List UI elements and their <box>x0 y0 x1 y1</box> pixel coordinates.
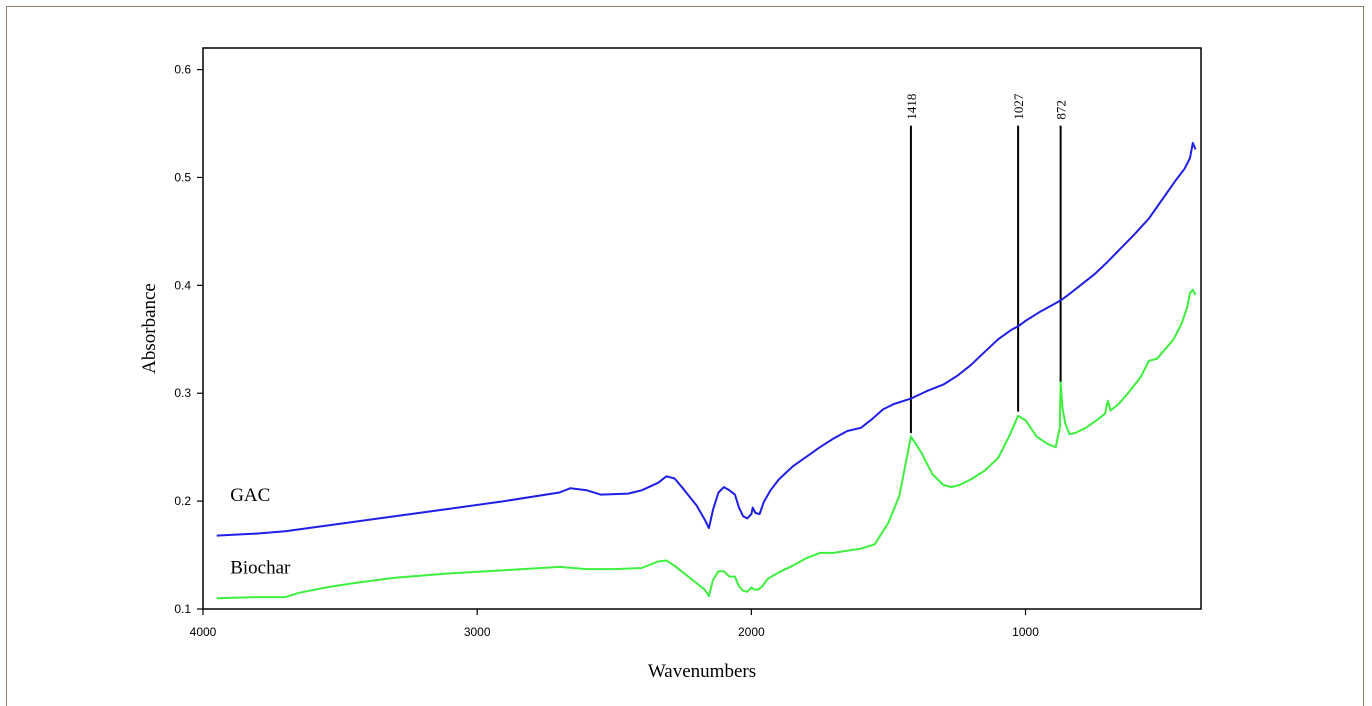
x-tick-label: 4000 <box>190 625 217 639</box>
figure-frame <box>6 6 1364 706</box>
series-label-biochar: Biochar <box>230 557 291 578</box>
peak-label-1027: 1027 <box>1011 93 1026 120</box>
y-axis: 0.1 0.2 0.3 0.4 0.5 0.6 <box>174 63 203 616</box>
y-axis-title: Absorbance <box>139 283 160 374</box>
y-tick-label: 0.2 <box>174 494 191 508</box>
x-axis-title: Wavenumbers <box>648 661 756 682</box>
series-labels: GAC Biochar <box>230 485 291 578</box>
x-axis: 4000 3000 2000 1000 <box>190 609 1039 639</box>
x-tick-label: 1000 <box>1012 625 1039 639</box>
y-tick-label: 0.4 <box>174 278 191 292</box>
x-tick-label: 2000 <box>738 625 765 639</box>
series-label-gac: GAC <box>230 485 270 506</box>
plot-area <box>202 47 1202 610</box>
y-tick-label: 0.5 <box>174 170 191 184</box>
y-tick-label: 0.1 <box>174 602 191 616</box>
series-line-gac <box>216 141 1197 537</box>
series-group <box>216 141 1197 600</box>
series-line-biochar <box>216 288 1197 600</box>
x-tick-label: 3000 <box>464 625 491 639</box>
peak-annotations: 1418 1027 872 <box>904 93 1069 434</box>
y-tick-label: 0.6 <box>174 63 191 77</box>
y-tick-label: 0.3 <box>174 386 191 400</box>
peak-label-872: 872 <box>1054 100 1069 120</box>
peak-label-1418: 1418 <box>904 94 919 120</box>
